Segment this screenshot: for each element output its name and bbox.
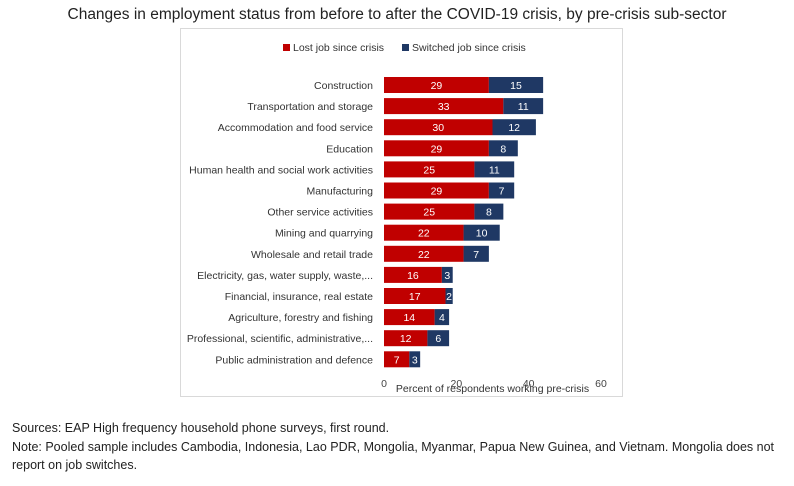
category-label: Transportation and storage (247, 101, 373, 113)
bar-label-switched-job: 6 (435, 333, 441, 345)
category-label: Financial, insurance, real estate (225, 291, 373, 303)
bar-label-switched-job: 8 (500, 143, 506, 155)
footnotes: Sources: EAP High frequency household ph… (12, 419, 787, 475)
x-tick-label: 0 (381, 378, 387, 390)
bar-switched-job (492, 119, 536, 136)
category-label: Accommodation and food service (218, 122, 373, 134)
category-label: Agriculture, forestry and fishing (228, 312, 373, 324)
bar-switched-job (488, 182, 515, 199)
sources-note: Sources: EAP High frequency household ph… (12, 421, 390, 435)
bar-label-lost-job: 29 (431, 80, 443, 92)
bar-label-lost-job: 16 (407, 270, 419, 282)
bar-switched-job (445, 288, 453, 304)
category-label: Other service activities (267, 207, 373, 219)
x-tick-label: 20 (450, 378, 462, 390)
category-label: Public administration and defence (215, 354, 373, 366)
pooled-sample-note: Note: Pooled sample includes Cambodia, I… (12, 439, 775, 473)
bar-lost-job (384, 161, 475, 178)
bar-switched-job (463, 245, 489, 262)
legend-label-2: Switched job since crisis (412, 42, 526, 54)
bar-label-switched-job: 15 (510, 80, 522, 92)
bar-switched-job (488, 77, 544, 93)
category-label: Electricity, gas, water supply, waste,..… (197, 270, 373, 282)
category-label: Education (326, 143, 373, 155)
bar-lost-job (384, 182, 489, 199)
category-label: Construction (314, 80, 373, 92)
bar-label-lost-job: 25 (423, 164, 435, 176)
bar-switched-job (503, 98, 544, 115)
bar-label-lost-job: 7 (394, 354, 400, 366)
bar-lost-job (384, 351, 410, 368)
chart-area: Lost job since crisis Switched job since … (180, 28, 623, 397)
bar-label-switched-job: 11 (489, 164, 500, 176)
bar-label-lost-job: 29 (431, 186, 443, 198)
chart-title: Changes in employment status from before… (67, 6, 727, 23)
bar-label-lost-job: 17 (409, 291, 421, 303)
bar-label-switched-job: 4 (439, 312, 445, 324)
bar-lost-job (384, 309, 435, 326)
bar-switched-job (427, 330, 450, 347)
x-tick-label: 60 (595, 378, 607, 390)
bar-label-lost-job: 12 (400, 333, 412, 345)
legend-swatch-1 (283, 44, 290, 51)
bar-label-switched-job: 3 (444, 270, 450, 282)
bar-lost-job (384, 245, 464, 262)
bar-label-switched-job: 11 (518, 101, 529, 113)
category-label: Professional, scientific, administrative… (187, 333, 373, 345)
bar-lost-job (384, 77, 489, 93)
bar-switched-job (474, 203, 504, 220)
x-tick-label: 40 (523, 378, 535, 390)
bar-label-switched-job: 8 (486, 207, 492, 219)
bar-lost-job (384, 288, 446, 304)
bar-label-lost-job: 33 (438, 101, 450, 113)
bar-label-switched-job: 3 (412, 354, 418, 366)
x-axis-title: Percent of respondents working pre-crisi… (396, 383, 589, 395)
bar-label-lost-job: 22 (418, 249, 430, 261)
bar-label-switched-job: 7 (473, 249, 479, 261)
bar-switched-job (474, 161, 515, 178)
bar-label-lost-job: 14 (403, 312, 415, 324)
bar-label-switched-job: 7 (499, 186, 505, 198)
category-label: Mining and quarrying (275, 228, 373, 240)
bar-lost-job (384, 266, 442, 283)
bar-lost-job (384, 203, 475, 220)
bar-label-lost-job: 29 (431, 143, 443, 155)
bar-switched-job (409, 351, 421, 368)
bar-lost-job (384, 224, 464, 241)
bar-switched-job (434, 309, 450, 326)
bar-lost-job (384, 330, 428, 347)
category-label: Manufacturing (306, 186, 373, 198)
bar-lost-job (384, 140, 489, 157)
bar-label-lost-job: 30 (432, 122, 444, 134)
bar-label-switched-job: 12 (508, 122, 520, 134)
category-label: Wholesale and retail trade (251, 249, 373, 261)
category-label: Human health and social work activities (189, 164, 373, 176)
bar-lost-job (384, 98, 504, 115)
chart-svg: Lost job since crisis Switched job since … (187, 42, 607, 395)
bar-lost-job (384, 119, 493, 136)
bar-switched-job (488, 140, 518, 157)
bar-label-lost-job: 25 (423, 207, 435, 219)
bar-switched-job (441, 266, 453, 283)
bar-label-switched-job: 10 (476, 228, 488, 240)
legend-label-1: Lost job since crisis (293, 42, 384, 54)
bar-label-lost-job: 22 (418, 228, 430, 240)
bar-switched-job (463, 224, 500, 241)
bar-label-switched-job: 2 (446, 291, 452, 303)
legend-swatch-2 (402, 44, 409, 51)
